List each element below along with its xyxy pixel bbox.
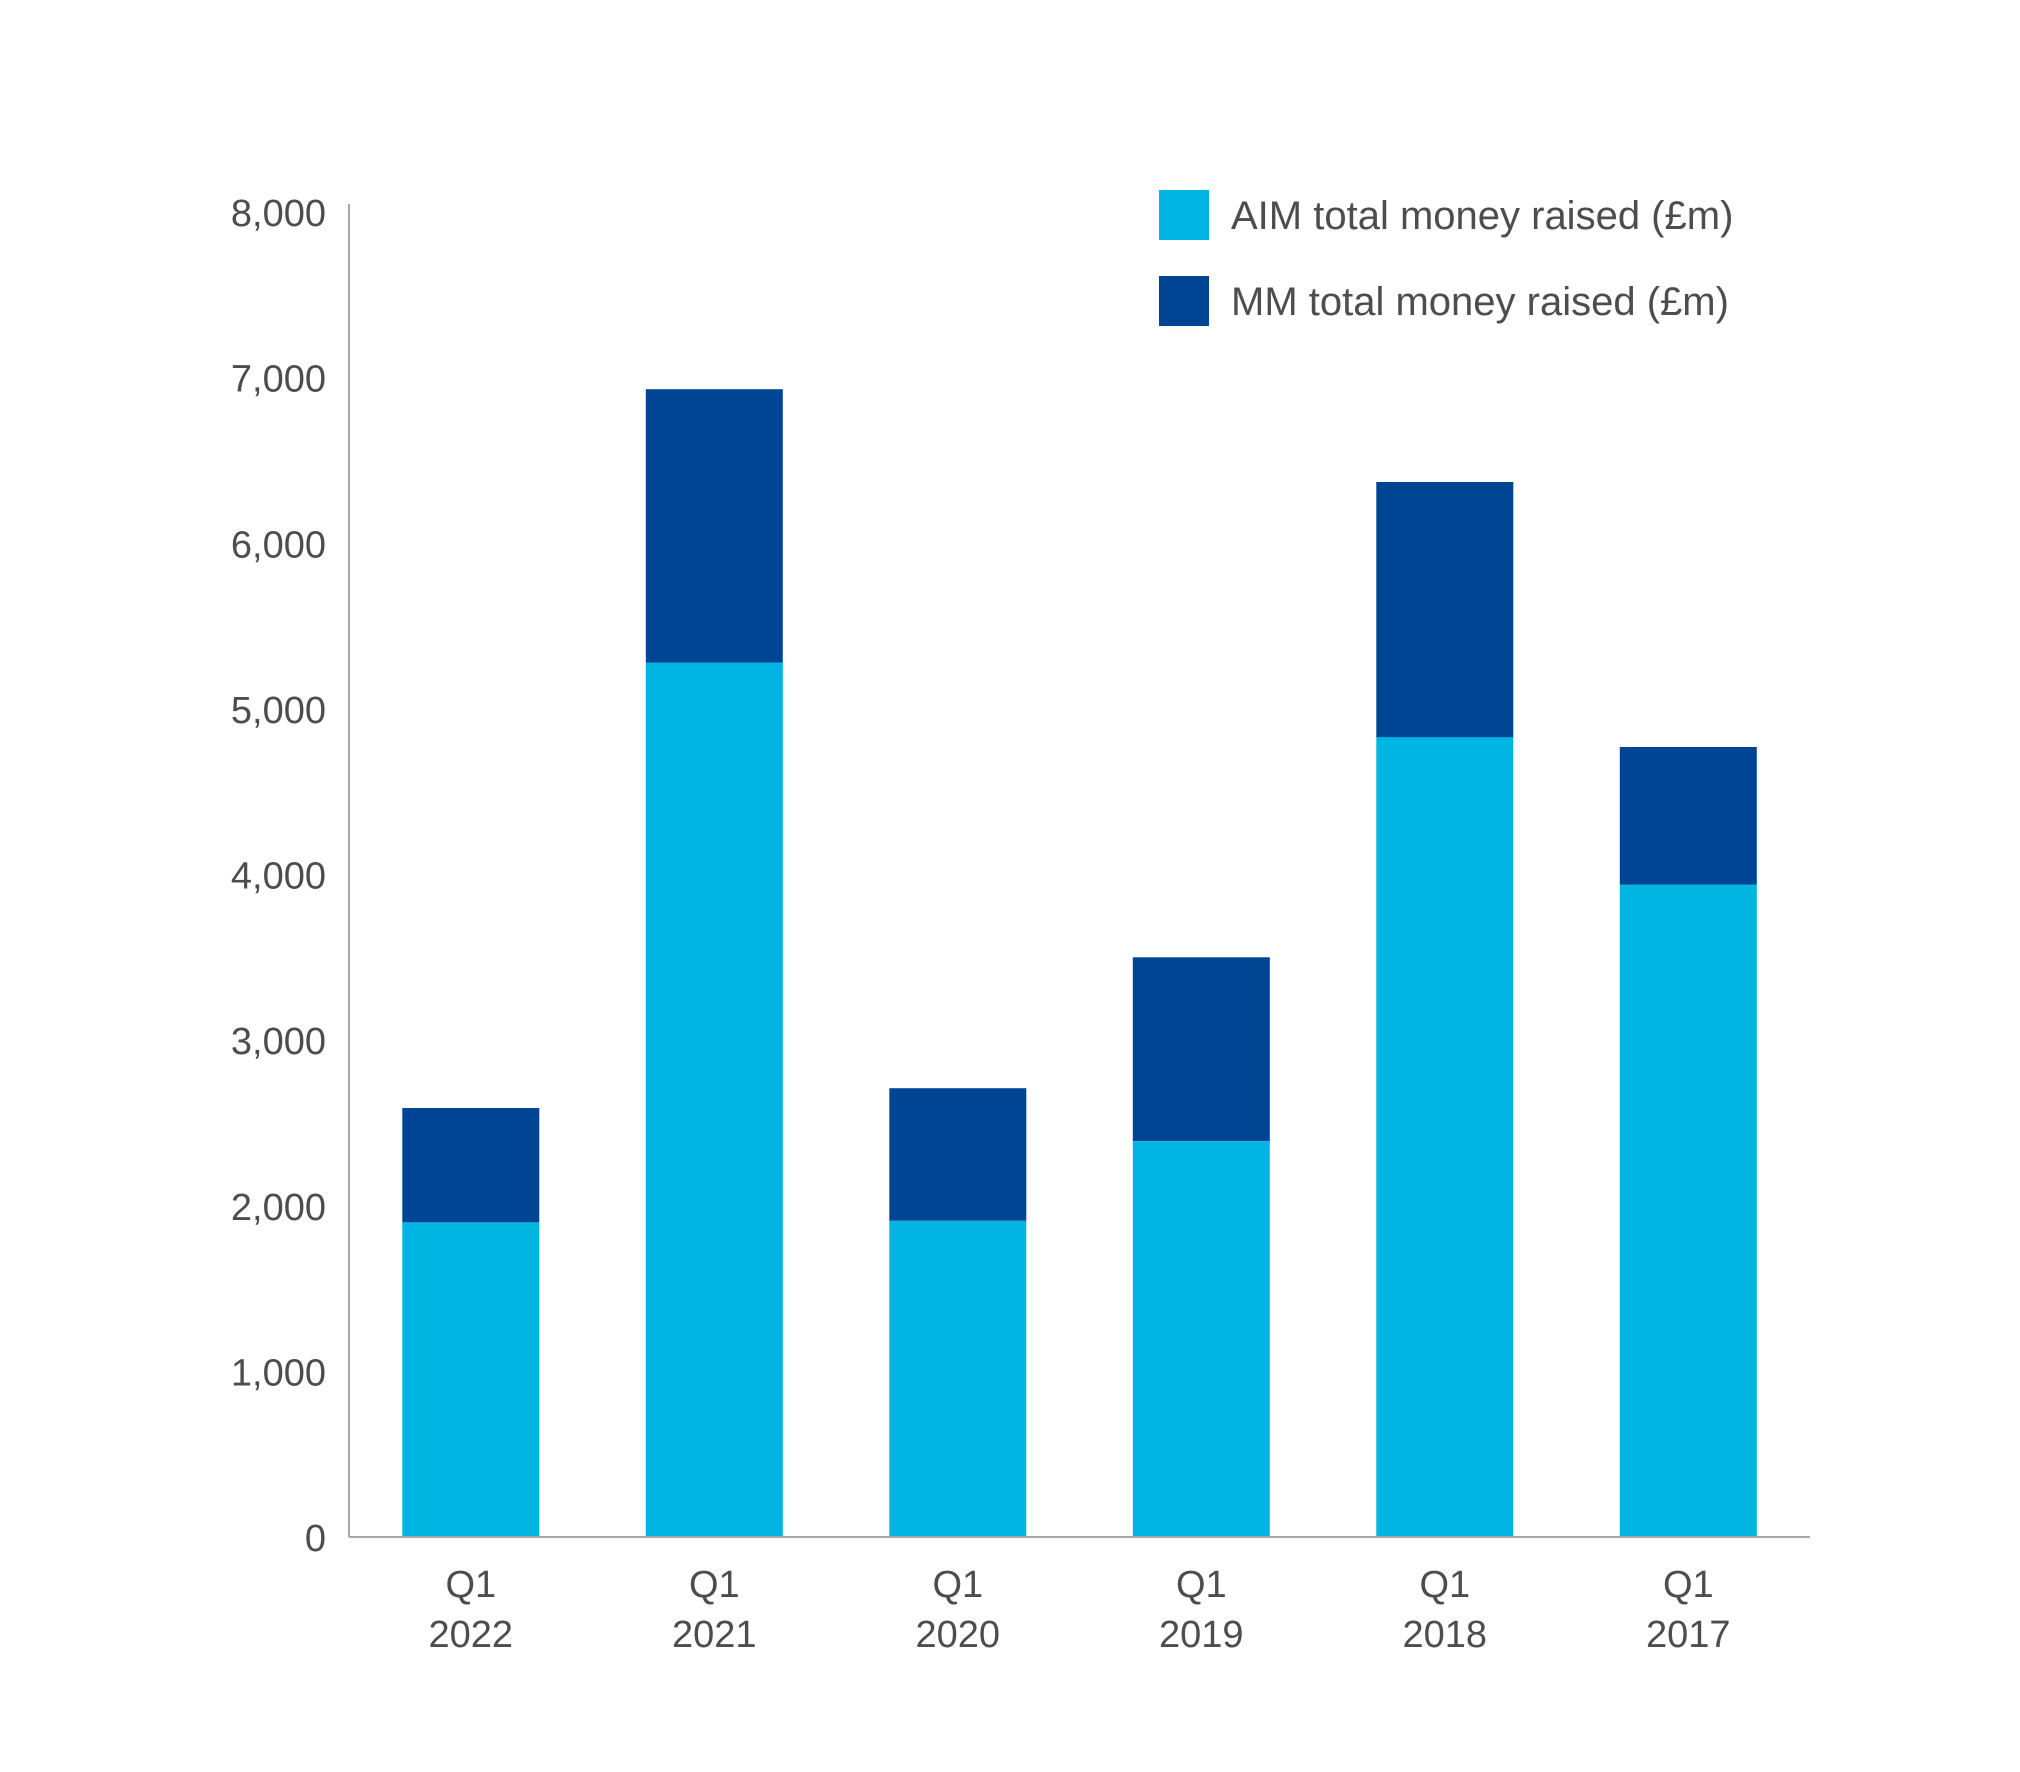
y-tick-label: 0 [305,1518,326,1560]
bar-aim-0 [402,1222,540,1537]
x-tick-label: Q1 2020 [916,1564,1001,1656]
bars-layer [402,389,1757,1537]
y-tick-label: 7,000 [231,359,326,401]
axes-layer: Q1 2022 Q1 2021 Q1 2020 Q1 2019 Q1 2018 Q1 2017 0 1,0… [231,193,1810,1656]
bar-aim-4 [1376,737,1514,1537]
y-tick-label: 3,000 [231,1021,326,1063]
legend-swatch-aim [1159,190,1209,240]
bar-mm-2 [889,1088,1027,1221]
x-tick-label: Q1 2021 [672,1564,757,1656]
bar-mm-4 [1376,482,1514,738]
bar-aim-5 [1619,884,1757,1537]
y-tick-label: 8,000 [231,193,326,235]
y-tick-label: 1,000 [231,1352,326,1394]
y-tick-label: 5,000 [231,690,326,732]
x-tick-label: Q1 2019 [1159,1564,1244,1656]
legend: AIM total money raised (£m) MM total mone… [1159,190,1733,326]
bar-mm-3 [1132,957,1270,1142]
bar-mm-0 [402,1108,540,1223]
bar-aim-3 [1132,1141,1270,1537]
x-tick-label: Q1 2017 [1646,1564,1731,1656]
y-tick-label: 6,000 [231,524,326,566]
x-tick-label: Q1 2022 [429,1564,514,1656]
bar-mm-1 [645,389,783,663]
legend-swatch-mm [1159,276,1209,326]
legend-label-mm: MM total money raised (£m) [1231,280,1729,324]
bar-mm-5 [1619,747,1757,885]
legend-label-aim: AIM total money raised (£m) [1231,194,1733,238]
bar-aim-2 [889,1220,1027,1537]
y-tick-label: 4,000 [231,856,326,898]
y-tick-label: 2,000 [231,1187,326,1229]
x-tick-label: Q1 2018 [1403,1564,1488,1656]
bar-aim-1 [645,662,783,1537]
